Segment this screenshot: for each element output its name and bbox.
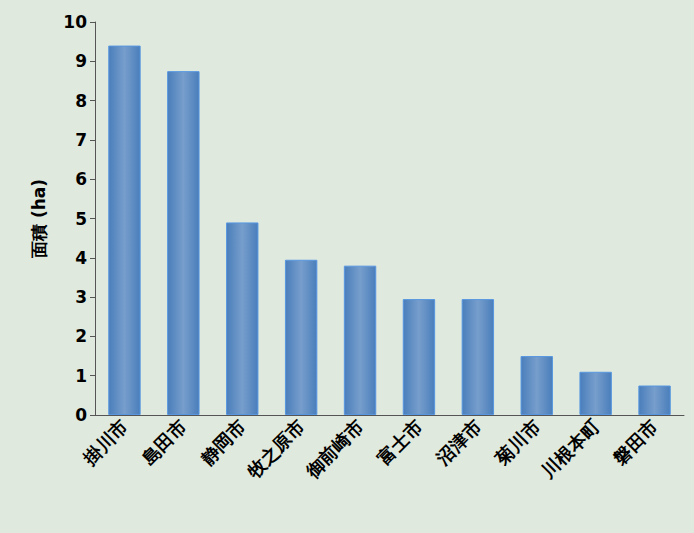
svg-text:牧之原市: 牧之原市 xyxy=(242,416,308,482)
svg-text:菊川市: 菊川市 xyxy=(490,416,544,470)
svg-text:6: 6 xyxy=(75,169,87,189)
svg-text:島田市: 島田市 xyxy=(138,416,191,469)
svg-text:御前崎市: 御前崎市 xyxy=(301,416,367,482)
svg-text:磐田市: 磐田市 xyxy=(608,416,662,470)
svg-text:5: 5 xyxy=(75,209,87,229)
svg-text:4: 4 xyxy=(75,248,87,268)
svg-text:10: 10 xyxy=(63,12,87,32)
svg-text:川根本町: 川根本町 xyxy=(537,416,603,482)
svg-text:沼津市: 沼津市 xyxy=(432,416,486,470)
svg-text:面積 (ha): 面積 (ha) xyxy=(29,179,49,259)
svg-text:2: 2 xyxy=(75,326,87,346)
svg-text:0: 0 xyxy=(75,405,87,425)
svg-text:静岡市: 静岡市 xyxy=(196,416,250,470)
svg-text:掛川市: 掛川市 xyxy=(78,416,132,470)
svg-text:3: 3 xyxy=(75,287,87,307)
svg-text:8: 8 xyxy=(75,91,87,111)
svg-text:9: 9 xyxy=(75,51,87,71)
svg-text:富士市: 富士市 xyxy=(373,416,426,469)
svg-text:7: 7 xyxy=(75,130,87,150)
svg-text:1: 1 xyxy=(75,366,87,386)
